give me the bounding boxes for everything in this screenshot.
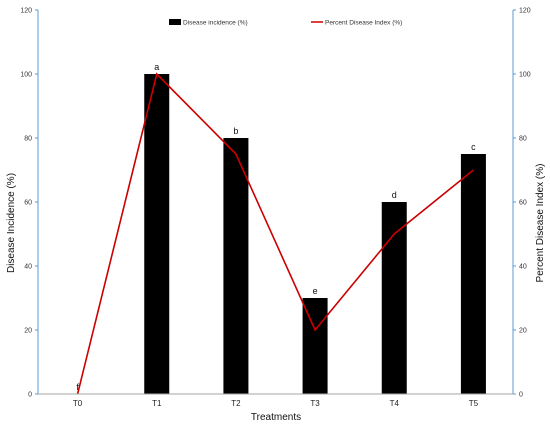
bar-T5 <box>460 154 486 394</box>
bar-T2 <box>223 138 249 394</box>
bar-T4 <box>381 202 407 394</box>
right-y-tick-label: 120 <box>519 8 531 15</box>
right-y-tick-label: 0 <box>519 392 523 399</box>
left-y-tick-label: 120 <box>20 8 32 15</box>
right-y-tick-label: 100 <box>519 72 531 79</box>
legend-swatch-disease-incidence <box>169 19 181 25</box>
significance-letter-T0: f <box>76 382 79 392</box>
significance-labels: f a b e d c <box>76 62 476 392</box>
x-tick-label-T4: T4 <box>390 399 400 408</box>
left-y-tick-label: 80 <box>24 136 32 143</box>
left-y-tick-labels: 0 20 40 60 80 100 120 <box>20 8 38 399</box>
x-tick-label-T0: T0 <box>73 399 83 408</box>
significance-letter-T4: d <box>392 190 397 200</box>
x-tick-label-T1: T1 <box>152 399 162 408</box>
significance-letter-T3: e <box>313 286 318 296</box>
right-y-tick-label: 60 <box>519 200 527 207</box>
pdi-line <box>76 72 474 395</box>
x-axis-title: Treatments <box>251 412 301 423</box>
bar-series-disease-incidence <box>144 74 486 394</box>
bar-T3 <box>302 298 328 394</box>
legend-label-percent-disease-index: Percent Disease Index (%) <box>325 20 402 27</box>
legend: Disease incidence (%) Percent Disease In… <box>169 19 402 27</box>
left-y-tick-label: 0 <box>28 392 32 399</box>
x-tick-label-T3: T3 <box>310 399 320 408</box>
significance-letter-T5: c <box>471 142 476 152</box>
bar-T1 <box>144 74 170 394</box>
significance-letter-T2: b <box>233 126 238 136</box>
left-y-tick-label: 60 <box>24 200 32 207</box>
left-y-tick-label: 100 <box>20 72 32 79</box>
significance-letter-T1: a <box>154 62 159 72</box>
right-y-tick-label: 40 <box>519 264 527 271</box>
right-y-tick-label: 80 <box>519 136 527 143</box>
line-series-percent-disease-index <box>76 72 474 395</box>
left-y-axis-title: Disease Incidence (%) <box>6 173 17 273</box>
x-tick-labels: T0 T1 T2 T3 T4 T5 <box>73 399 479 408</box>
left-y-tick-label: 20 <box>24 328 32 335</box>
x-tick-label-T5: T5 <box>469 399 479 408</box>
legend-label-disease-incidence: Disease incidence (%) <box>183 20 248 27</box>
right-y-axis-title: Percent Disease Index (%) <box>535 164 546 283</box>
x-tick-label-T2: T2 <box>231 399 241 408</box>
right-y-tick-label: 20 <box>519 328 527 335</box>
left-y-tick-label: 40 <box>24 264 32 271</box>
right-y-tick-labels: 0 20 40 60 80 100 120 <box>513 8 531 399</box>
